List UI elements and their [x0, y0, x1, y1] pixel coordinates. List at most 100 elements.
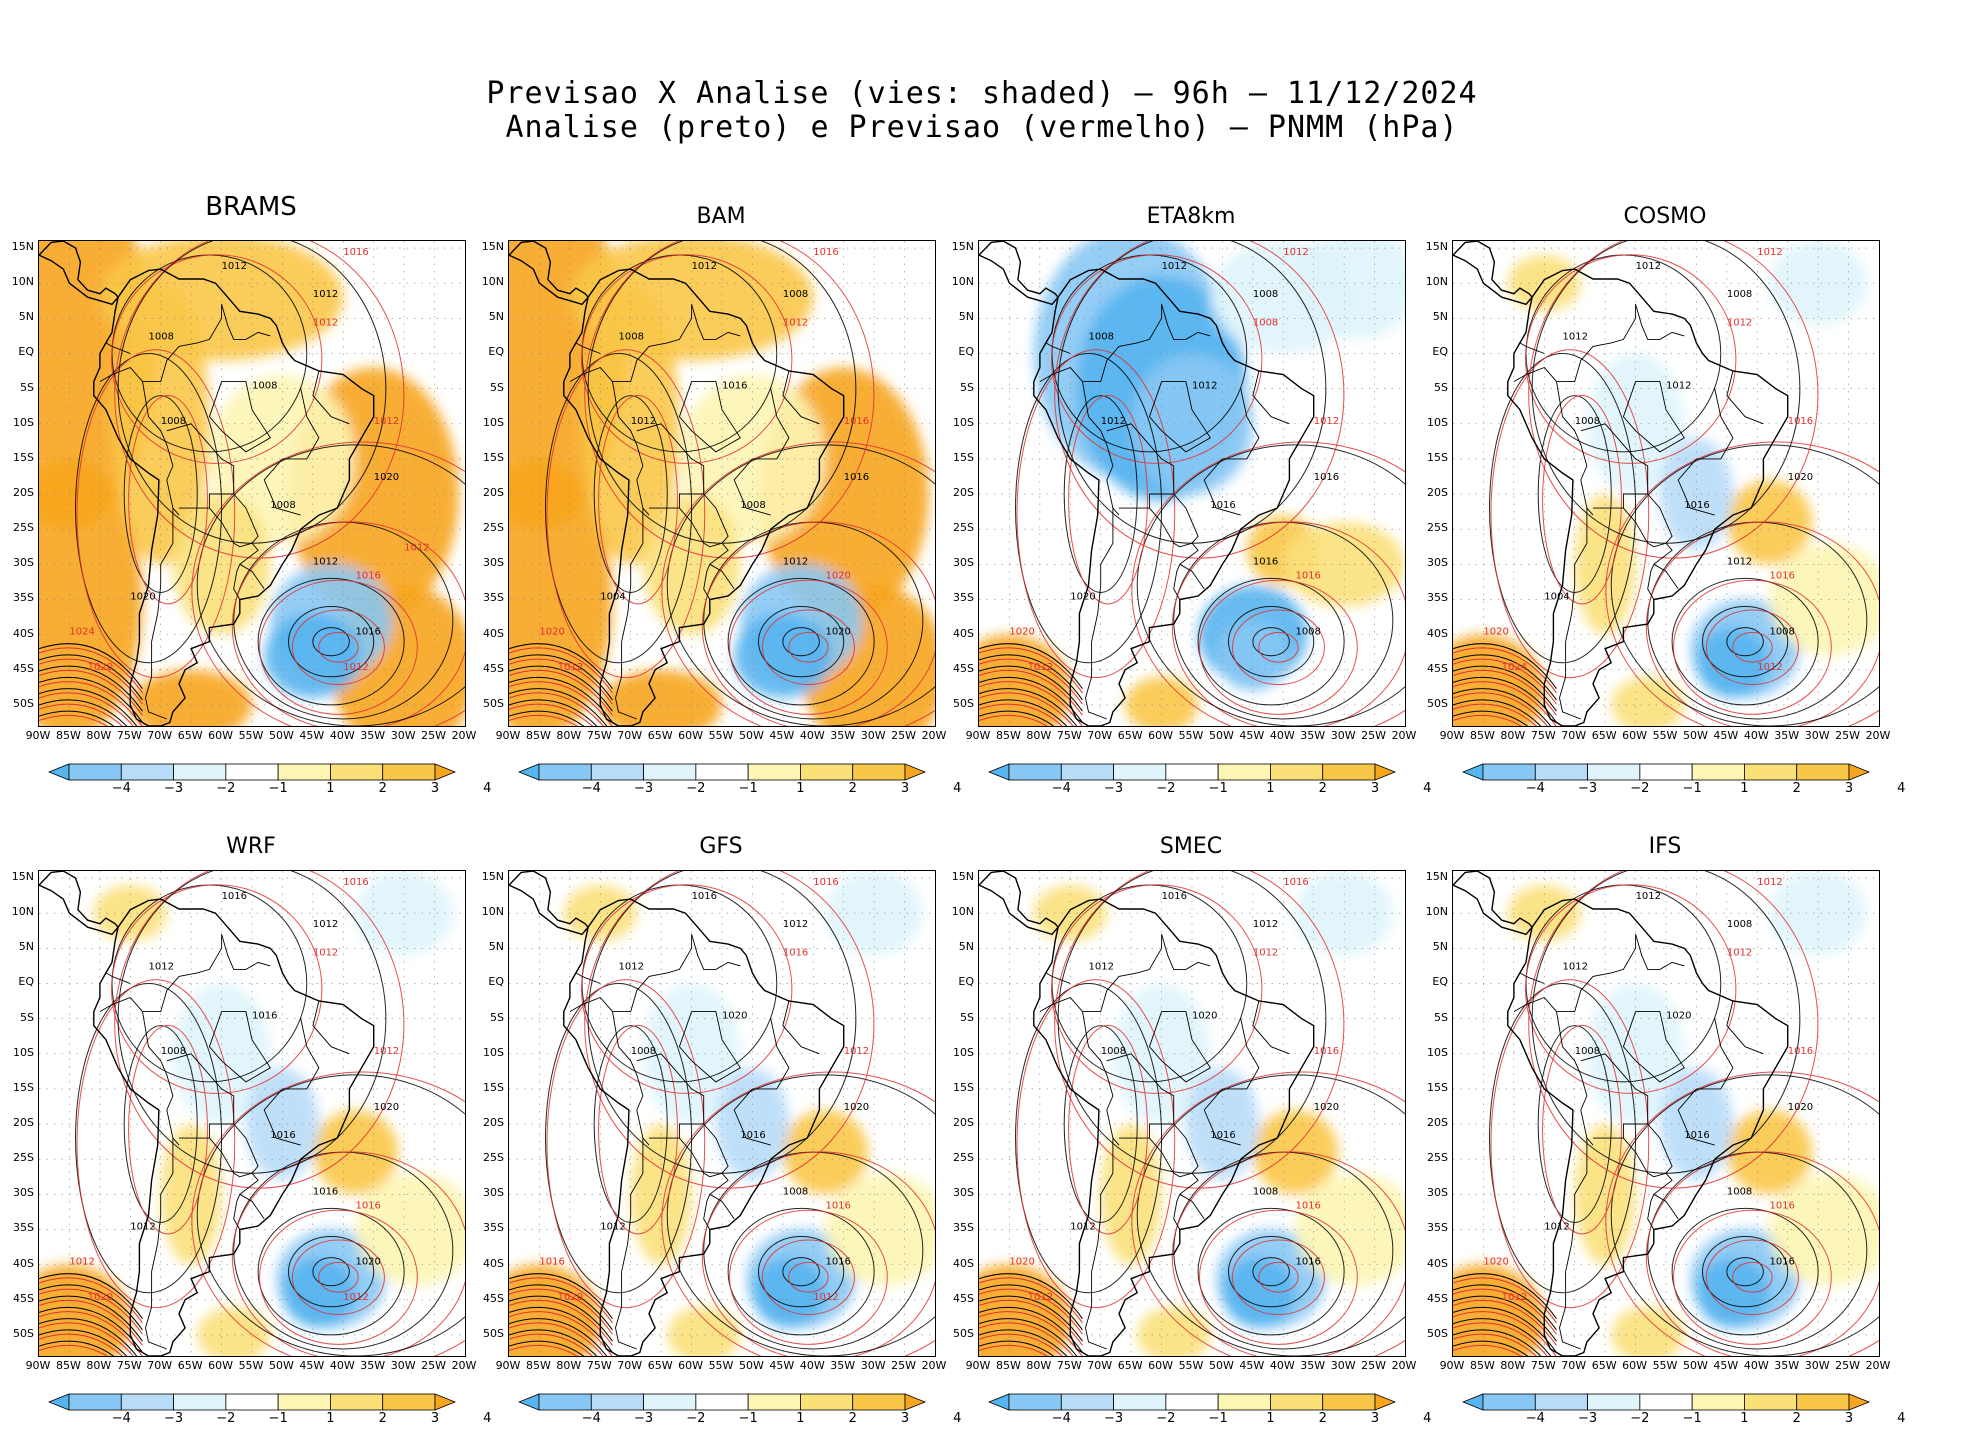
bias-area: [979, 1264, 1071, 1356]
country-border: [615, 1138, 644, 1350]
coastline: [1507, 898, 1789, 1356]
lat-tick-label: 20S: [13, 486, 34, 500]
lon-tick-label: 45W: [299, 729, 325, 742]
country-border: [1647, 542, 1673, 600]
colorbar-label: −3: [633, 1411, 654, 1426]
colorbar-label: −4: [1525, 1411, 1545, 1426]
analysis-isobar: [39, 699, 128, 726]
coastline: [563, 898, 845, 1356]
forecast-isobar: [191, 1071, 465, 1356]
analysis-isobar-label: 1012: [783, 556, 808, 567]
lat-tick-label: 15S: [483, 450, 504, 464]
country-border: [1677, 1018, 1734, 1146]
colorbar-label: 1: [326, 1411, 335, 1426]
lon-tick-label: 35W: [1774, 729, 1800, 742]
colorbar-label: 4: [483, 1411, 492, 1426]
bias-area: [1696, 627, 1770, 698]
country-border: [703, 1172, 729, 1230]
lat-tick-label: 25S: [483, 1151, 504, 1165]
panel-title-gfs: GFS: [699, 834, 743, 859]
colorbar-label: 4: [1423, 781, 1432, 796]
forecast-isobar: [1051, 254, 1263, 464]
lon-tick-label: 65W: [647, 1359, 673, 1372]
lon-tick-label: 45W: [299, 1359, 325, 1372]
country-border: [142, 934, 223, 1013]
forecast-isobar: [509, 1299, 613, 1346]
country-border: [142, 304, 223, 383]
forecast-isobar: [729, 1209, 888, 1345]
analysis-isobar-label: 1020: [825, 627, 850, 638]
colorbar-segment: [48, 763, 70, 781]
bias-area: [1659, 1067, 1733, 1181]
forecast-isobar-label: 1016: [1769, 570, 1794, 581]
analysis-isobar-label: 1012: [1727, 556, 1752, 567]
panel-title-brams: BRAMS: [205, 192, 297, 222]
lat-tick-label: EQ: [1432, 345, 1448, 359]
lon-tick-label: 50W: [268, 1359, 294, 1372]
forecast-isobar: [128, 1024, 208, 1235]
forecast-isobar-label: 1020: [558, 1292, 583, 1303]
colorbar-label: −1: [1208, 781, 1228, 796]
forecast-isobar: [39, 1333, 123, 1356]
analysis-isobar: [39, 1329, 128, 1356]
forecast-isobar: [979, 1311, 1083, 1356]
map-panel-wrf: 1016 1012 1012 1008 1016 1016 1012 1020 1016 1020…: [38, 870, 466, 1357]
colorbar-segment: [800, 1393, 854, 1411]
analysis-isobar: [75, 982, 223, 1294]
analysis-isobar-label: 1016: [825, 1257, 850, 1268]
panel-title-cosmo: COSMO: [1623, 204, 1707, 229]
analysis-isobar-label: 1020: [1070, 591, 1095, 602]
analysis-isobar: [39, 710, 115, 726]
country-border: [1519, 972, 1545, 984]
lat-tick-label: 15S: [13, 1080, 34, 1094]
forecast-isobar-label: 1012: [1253, 947, 1278, 958]
analysis-isobar-label: 1008: [1727, 919, 1752, 930]
analysis-isobar: [39, 1284, 143, 1331]
analysis-isobar: [257, 577, 405, 706]
lat-tick-label: 45S: [483, 1291, 504, 1305]
forecast-isobar: [1054, 241, 1345, 559]
forecast-isobar: [39, 1299, 143, 1346]
lat-tick-label: 15S: [1427, 1080, 1448, 1094]
forecast-isobar-label: 1012: [1028, 1292, 1053, 1303]
colorbar-segment: [120, 1393, 174, 1411]
colorbar-label: −2: [1630, 1411, 1650, 1426]
coastlines: [1453, 241, 1789, 726]
country-border: [1556, 381, 1594, 516]
lat-tick-label: 10S: [483, 1045, 504, 1059]
lat-tick-label: 35S: [13, 591, 34, 605]
colorbar-label: −4: [1051, 781, 1071, 796]
lat-tick-label: 5S: [1434, 1010, 1448, 1024]
analysis-isobar-label: 1008: [1769, 627, 1794, 638]
forecast-isobar-label: 1012: [1727, 947, 1752, 958]
colorbar-segment: [1374, 763, 1397, 781]
forecast-isobar: [39, 714, 108, 726]
analysis-isobar: [509, 710, 585, 726]
colorbar-label: −3: [633, 781, 654, 796]
colorbar-segment: [120, 763, 174, 781]
lon-tick-label: 70W: [617, 1359, 643, 1372]
lat-tick-label: 25S: [1427, 521, 1448, 535]
country-border: [209, 1123, 259, 1178]
colorbar-segment: [330, 1393, 384, 1411]
colorbar-label: 2: [378, 1411, 387, 1426]
colorbar: [988, 763, 1397, 781]
lat-tick-label: 10N: [11, 275, 34, 289]
lat-tick-label: 25S: [953, 1151, 974, 1165]
analysis-isobar: [1063, 1025, 1138, 1223]
lon-tick-label: 30W: [1330, 729, 1356, 742]
forecast-isobar-label: 1016: [1295, 570, 1320, 581]
colorbar-label: 3: [1844, 781, 1854, 796]
bias-area: [1659, 437, 1733, 551]
analysis-isobar: [509, 1284, 613, 1331]
forecast-isobar-label: 1012: [1727, 317, 1752, 328]
lat-tick-label: 5S: [960, 380, 974, 394]
lat-tick-label: 50S: [953, 696, 974, 710]
lon-tick-label: 55W: [1652, 729, 1678, 742]
analysis-isobar: [1453, 1295, 1557, 1342]
colorbar-segment: [1587, 1393, 1641, 1411]
lon-tick-label: 75W: [1056, 729, 1082, 742]
forecast-isobar: [1016, 979, 1176, 1309]
lon-tick-label: 80W: [86, 1359, 112, 1372]
forecast-isobar: [1054, 871, 1345, 1189]
